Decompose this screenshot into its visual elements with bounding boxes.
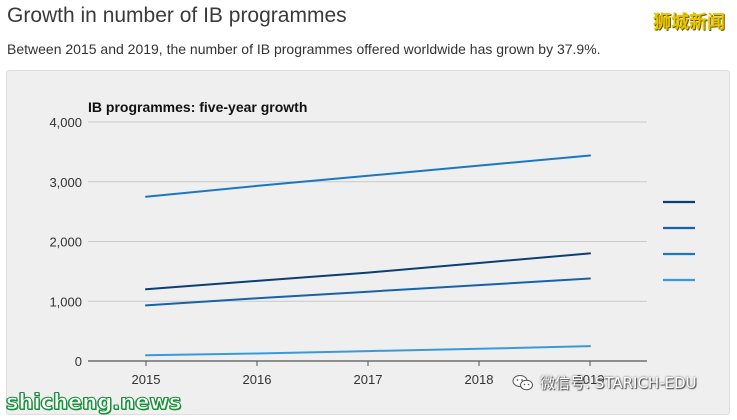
y-tick-label: 0: [75, 354, 82, 369]
page-subtitle: Between 2015 and 2019, the number of IB …: [7, 41, 601, 57]
series-line-4: [145, 345, 591, 357]
series-line-3: [145, 277, 591, 307]
x-tick-label: 2017: [354, 372, 383, 387]
chart-panel: IB programmes: five-year growth 0 1,000 2,0…: [6, 70, 730, 415]
y-tick-label: 3,000: [49, 175, 82, 190]
x-tick-label: 2019: [576, 372, 605, 387]
wechat-icon: [512, 374, 533, 390]
chart-title: IB programmes: five-year growth: [88, 99, 307, 115]
y-tick-label: 1,000: [49, 294, 82, 309]
watermark-site: shicheng.news: [5, 390, 182, 415]
line-chart: IB programmes: five-year growth 0 1,000 2,0…: [49, 99, 695, 387]
series-line-1: [145, 154, 591, 198]
y-tick-label: 4,000: [49, 115, 82, 130]
watermark-wechat: 微信号: STARICH-EDU: [512, 372, 697, 393]
x-tick-label: 2015: [132, 372, 161, 387]
x-tick-label: 2018: [465, 372, 494, 387]
series-line-2: [145, 252, 591, 291]
x-tick-label: 2016: [243, 372, 272, 387]
page-title: Growth in number of IB programmes: [7, 4, 347, 27]
y-tick-label: 2,000: [49, 235, 82, 250]
watermark-brand: 狮城新闻: [653, 12, 725, 33]
wechat-id-text: 微信号: STARICH-EDU: [540, 374, 697, 392]
